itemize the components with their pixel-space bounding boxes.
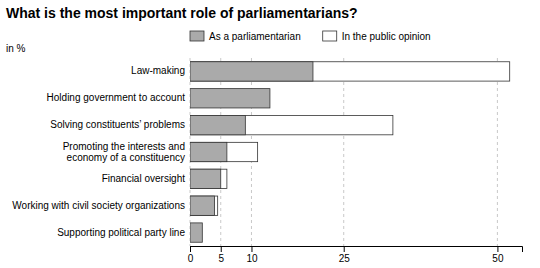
x-tick: 50: [492, 246, 504, 264]
x-tick-label: 25: [339, 253, 351, 264]
legend-item: As a parliamentarian: [190, 31, 301, 42]
grid: [190, 58, 497, 246]
bar: [190, 169, 227, 188]
x-axis: 0 5 10 25 50: [188, 246, 523, 264]
legend-item: In the public opinion: [323, 31, 431, 42]
x-tick-mark: [190, 246, 191, 252]
bar: [190, 223, 202, 242]
bar: [190, 169, 221, 188]
bar: [190, 142, 227, 161]
y-tick-label: Working with civil society organizations: [12, 200, 185, 211]
x-axis-label: in %: [6, 43, 26, 54]
y-tick-label: Supporting political party line: [57, 227, 185, 238]
bar: [190, 89, 270, 108]
title: What is the most important role of parli…: [6, 5, 358, 21]
y-tick-label: Holding government to account: [47, 92, 186, 103]
bar: [190, 62, 510, 81]
y-tick: Supporting political party line: [57, 227, 190, 238]
x-tick-label: 0: [188, 253, 194, 264]
series: [190, 62, 313, 242]
legend-label: In the public opinion: [342, 31, 431, 42]
y-tick: Holding government to account: [47, 92, 190, 103]
y-tick: Financial oversight: [102, 173, 190, 184]
bar: [190, 62, 313, 81]
x-tick-mark: [497, 246, 498, 252]
x-tick: 0: [188, 246, 194, 264]
bar: [190, 196, 215, 215]
y-tick-label: Solving constituents’ problems: [50, 119, 185, 130]
y-axis: Law-making Holding government to account S…: [12, 65, 190, 237]
grid-line: [497, 58, 498, 246]
chart: What is the most important role of parli…: [0, 0, 540, 268]
bar: [190, 115, 393, 134]
bar: [190, 142, 258, 161]
series: [190, 62, 510, 216]
y-tick: Solving constituents’ problems: [50, 119, 190, 130]
legend-swatch: [190, 31, 204, 41]
bar: [190, 115, 245, 134]
y-tick-label: Financial oversight: [102, 173, 186, 184]
y-tick: Promoting the interests andeconomy of a …: [63, 141, 190, 163]
x-tick: 10: [246, 246, 258, 264]
y-tick: Working with civil society organizations: [12, 200, 190, 211]
x-tick-mark: [344, 246, 345, 252]
x-tick: 5: [218, 246, 224, 264]
x-tick-mark: [221, 246, 222, 252]
y-tick-label: Law-making: [131, 65, 185, 76]
y-tick-label: Promoting the interests andeconomy of a …: [63, 141, 185, 163]
bar: [190, 196, 218, 215]
x-tick-label: 50: [492, 253, 504, 264]
legend-label: As a parliamentarian: [209, 31, 301, 42]
legend-swatch: [323, 31, 337, 41]
bars: [190, 62, 510, 242]
x-axis-line: [191, 247, 523, 253]
legend: As a parliamentarian In the public opinio…: [190, 31, 431, 42]
x-tick: 25: [339, 246, 351, 264]
x-tick-label: 5: [218, 253, 224, 264]
x-tick-label: 10: [246, 253, 258, 264]
y-tick: Law-making: [131, 65, 190, 76]
grid-line: [343, 58, 344, 246]
x-tick-mark: [251, 246, 252, 252]
